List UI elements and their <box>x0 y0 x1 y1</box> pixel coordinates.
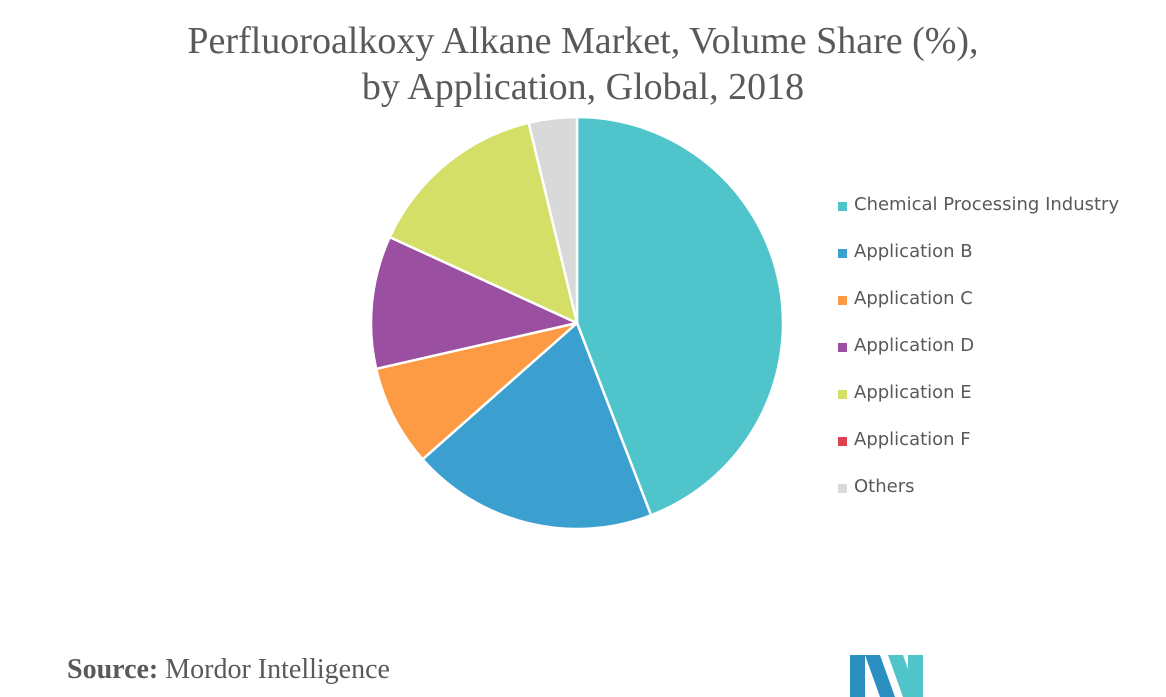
legend-swatch-application-d <box>838 343 847 352</box>
legend-swatch-application-f <box>838 437 847 446</box>
legend-label-application-b: Application B <box>854 241 973 262</box>
legend-swatch-others <box>838 484 847 493</box>
legend-item-application-f: Application F <box>838 429 1119 476</box>
pie-slice-application-d <box>369 235 579 371</box>
pie-slice-application-b <box>421 321 653 531</box>
legend-item-application-b: Application B <box>838 241 1119 288</box>
legend-item-application-c: Application C <box>838 288 1119 335</box>
legend: Chemical Processing Industry Application … <box>838 194 1119 523</box>
pie-slice-chemical-processing-industry <box>575 115 785 517</box>
mordor-intelligence-logo <box>850 655 923 697</box>
legend-item-others: Others <box>838 476 1119 523</box>
source-text: Mordor Intelligence <box>165 654 390 685</box>
chart-title-line-1: Perfluoroalkoxy Alkane Market, Volume Sh… <box>187 20 979 62</box>
legend-swatch-chemical-processing-industry <box>838 202 847 211</box>
legend-label-application-f: Application F <box>854 429 971 450</box>
legend-swatch-application-c <box>838 296 847 305</box>
logo-diagonal-left <box>865 655 895 697</box>
source-note: Source: Mordor Intelligence <box>67 654 390 686</box>
legend-swatch-application-b <box>838 249 847 258</box>
legend-label-application-d: Application D <box>854 335 975 356</box>
legend-label-application-c: Application C <box>854 288 973 309</box>
legend-label-others: Others <box>854 476 915 497</box>
logo-bar-left <box>850 655 865 697</box>
legend-item-application-d: Application D <box>838 335 1119 382</box>
legend-swatch-application-e <box>838 390 847 399</box>
chart-title: Perfluoroalkoxy Alkane Market, Volume Sh… <box>0 18 1166 110</box>
legend-item-application-e: Application E <box>838 382 1119 429</box>
pie-slice-application-c <box>374 321 579 461</box>
logo-bar-right <box>908 655 923 697</box>
pie-slice-others <box>527 115 579 325</box>
pie-slices <box>369 115 785 531</box>
legend-label-application-e: Application E <box>854 382 972 403</box>
pie-slice-application-e <box>388 121 579 325</box>
chart-title-line-2: by Application, Global, 2018 <box>361 66 805 108</box>
source-label: Source: <box>67 654 159 685</box>
legend-label-chemical-processing-industry: Chemical Processing Industry <box>854 194 1120 215</box>
legend-item-chemical-processing-industry: Chemical Processing Industry <box>838 194 1119 241</box>
